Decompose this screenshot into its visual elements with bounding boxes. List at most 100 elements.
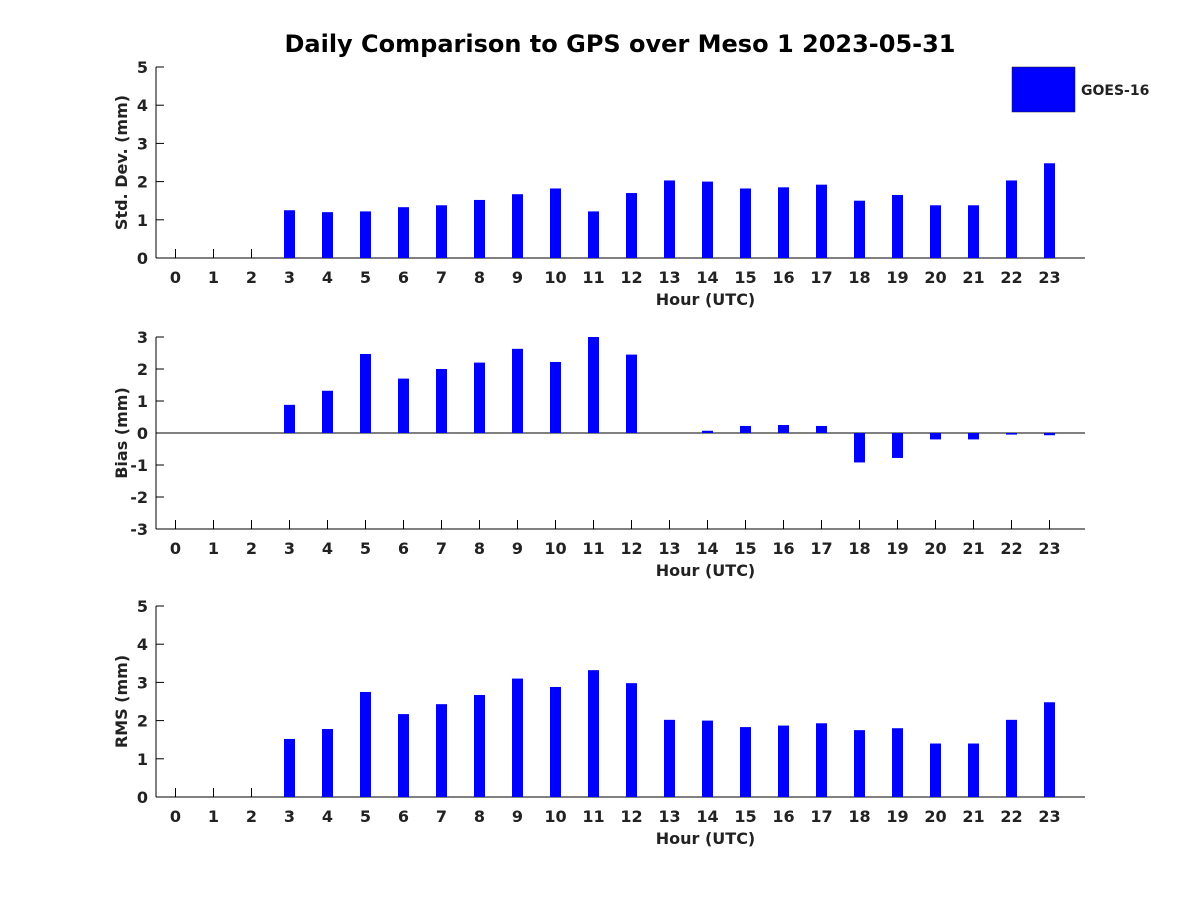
- x-tick-label: 11: [582, 539, 604, 558]
- bar: [854, 730, 865, 797]
- x-tick-label: 21: [962, 807, 984, 826]
- x-tick-label: 15: [734, 539, 756, 558]
- x-tick-label: 14: [696, 539, 718, 558]
- bar: [512, 678, 523, 797]
- bar: [1044, 433, 1055, 436]
- x-tick-label: 10: [544, 539, 566, 558]
- x-tick-label: 4: [322, 268, 333, 287]
- x-tick-label: 12: [620, 268, 642, 287]
- bar: [626, 354, 637, 433]
- x-tick-label: 4: [322, 807, 333, 826]
- x-tick-label: 18: [848, 807, 870, 826]
- bar: [702, 430, 713, 433]
- x-tick-label: 15: [734, 268, 756, 287]
- bar: [816, 425, 827, 433]
- bar: [512, 194, 523, 258]
- bar: [930, 433, 941, 440]
- x-tick-label: 20: [924, 268, 946, 287]
- x-tick-label: 5: [360, 539, 371, 558]
- x-tick-label: 0: [170, 268, 181, 287]
- bar: [968, 205, 979, 258]
- bar: [854, 200, 865, 258]
- bar: [284, 738, 295, 797]
- y-axis-label: Bias (mm): [112, 387, 131, 479]
- y-tick-label: 4: [137, 96, 148, 115]
- bar: [474, 362, 485, 433]
- x-tick-label: 9: [512, 539, 523, 558]
- y-tick-label: 5: [137, 58, 148, 77]
- bar: [436, 205, 447, 258]
- x-tick-label: 11: [582, 807, 604, 826]
- x-tick-label: 8: [474, 268, 485, 287]
- bar: [778, 187, 789, 258]
- bar: [436, 369, 447, 433]
- x-tick-label: 12: [620, 807, 642, 826]
- bar: [284, 404, 295, 433]
- bar: [1006, 433, 1017, 435]
- x-tick-label: 2: [246, 807, 257, 826]
- bar: [474, 695, 485, 797]
- bar: [968, 433, 979, 440]
- bar: [284, 210, 295, 258]
- bar: [398, 207, 409, 258]
- bar: [550, 188, 561, 258]
- bar: [322, 212, 333, 258]
- y-tick-label: -2: [130, 488, 148, 507]
- bar: [322, 729, 333, 797]
- y-tick-label: 1: [137, 750, 148, 769]
- bar: [740, 425, 751, 433]
- x-tick-label: 10: [544, 807, 566, 826]
- x-tick-label: 13: [658, 268, 680, 287]
- y-tick-label: -1: [130, 456, 148, 475]
- bar: [360, 691, 371, 797]
- bar: [930, 743, 941, 797]
- y-tick-label: 0: [137, 424, 148, 443]
- bar: [436, 704, 447, 797]
- bar: [892, 194, 903, 258]
- bar: [550, 361, 561, 433]
- x-tick-label: 5: [360, 268, 371, 287]
- bar: [1044, 163, 1055, 258]
- x-tick-label: 20: [924, 807, 946, 826]
- x-axis-label: Hour (UTC): [656, 829, 756, 848]
- x-tick-label: 3: [284, 807, 295, 826]
- x-tick-label: 19: [886, 807, 908, 826]
- x-tick-label: 8: [474, 539, 485, 558]
- bar: [740, 727, 751, 797]
- bar: [398, 378, 409, 433]
- y-tick-label: 4: [137, 635, 148, 654]
- chart-title: Daily Comparison to GPS over Meso 1 2023…: [284, 30, 956, 58]
- bar: [474, 199, 485, 258]
- x-tick-label: 18: [848, 268, 870, 287]
- y-tick-label: 2: [137, 712, 148, 731]
- bar: [816, 723, 827, 797]
- x-tick-label: 4: [322, 539, 333, 558]
- x-tick-label: 20: [924, 539, 946, 558]
- bar: [588, 670, 599, 797]
- bar: [322, 390, 333, 433]
- x-tick-label: 15: [734, 807, 756, 826]
- bar: [398, 714, 409, 797]
- x-tick-label: 0: [170, 539, 181, 558]
- bar: [778, 725, 789, 797]
- x-tick-label: 21: [962, 539, 984, 558]
- y-axis-label: RMS (mm): [112, 655, 131, 748]
- x-tick-label: 7: [436, 539, 447, 558]
- bar: [892, 728, 903, 797]
- x-tick-label: 10: [544, 268, 566, 287]
- x-tick-label: 16: [772, 268, 794, 287]
- x-tick-label: 18: [848, 539, 870, 558]
- bar: [1044, 702, 1055, 797]
- x-tick-label: 17: [810, 539, 832, 558]
- y-tick-label: 1: [137, 392, 148, 411]
- x-tick-label: 1: [208, 539, 219, 558]
- bar: [702, 181, 713, 258]
- bar: [588, 337, 599, 433]
- x-tick-label: 6: [398, 807, 409, 826]
- y-tick-label: 2: [137, 173, 148, 192]
- y-tick-label: 0: [137, 249, 148, 268]
- x-tick-label: 2: [246, 268, 257, 287]
- x-tick-label: 3: [284, 539, 295, 558]
